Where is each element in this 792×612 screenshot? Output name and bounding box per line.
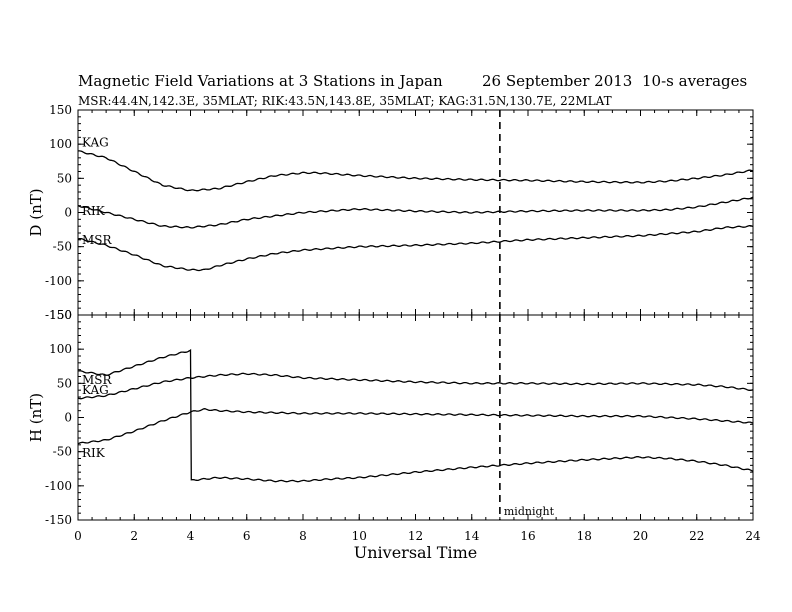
y-tick-label: 50 [57, 376, 72, 390]
series-label-H-MSR: MSR [82, 373, 113, 387]
y-tick-label: -100 [45, 479, 72, 493]
y-tick-label: 100 [49, 342, 72, 356]
x-tick-label: 22 [689, 529, 704, 543]
y-tick-label: 150 [49, 103, 72, 117]
series-line-D-RIK [77, 196, 754, 229]
series-label-D-MSR: MSR [82, 233, 113, 247]
station-coordinates: MSR:44.4N,142.3E, 35MLAT; RIK:43.5N,143.… [78, 94, 612, 108]
panel-frame-H [77, 314, 754, 521]
x-tick-label: 10 [352, 529, 367, 543]
y-tick-label: 50 [57, 171, 72, 185]
y-axis-label-D: D (nT) [27, 188, 45, 236]
series-label-D-RIK: RIK [82, 204, 106, 218]
y-tick-label: 0 [64, 206, 72, 220]
chart-title: Magnetic Field Variations at 3 Stations … [78, 72, 443, 90]
series-label-D-KAG: KAG [82, 135, 109, 149]
x-tick-label: 16 [520, 529, 535, 543]
series-label-H-KAG: KAG [82, 383, 109, 397]
series-label-H-RIK: RIK [82, 446, 106, 460]
y-tick-label: 100 [49, 137, 72, 151]
x-tick-label: 12 [408, 529, 423, 543]
y-tick-label: -150 [45, 308, 72, 322]
series-line-D-KAG [77, 150, 753, 192]
y-tick-label: -150 [45, 513, 72, 527]
panel-frame-D [77, 109, 754, 316]
x-tick-label: 18 [577, 529, 592, 543]
series-line-H-MSR [77, 348, 754, 483]
x-tick-label: 8 [299, 529, 307, 543]
series-line-H-RIK [77, 408, 754, 445]
x-tick-label: 24 [745, 529, 761, 543]
series-line-H-KAG [77, 372, 754, 400]
midnight-label: midnight [504, 505, 555, 518]
y-axis-label-H: H (nT) [27, 393, 45, 442]
y-tick-label: 150 [49, 308, 72, 322]
y-tick-label: 0 [64, 411, 72, 425]
chart-date: 26 September 2013 [482, 72, 633, 90]
y-tick-label: -50 [53, 240, 72, 254]
x-tick-label: 2 [130, 529, 138, 543]
x-axis-label: Universal Time [354, 543, 477, 562]
x-tick-label: 4 [187, 529, 195, 543]
x-tick-label: 14 [464, 529, 480, 543]
averaging-label: 10-s averages [642, 72, 748, 90]
x-tick-label: 0 [74, 529, 82, 543]
y-tick-label: -100 [45, 274, 72, 288]
x-tick-label: 6 [243, 529, 251, 543]
y-tick-label: -50 [53, 445, 72, 459]
series-line-D-MSR [78, 225, 754, 272]
x-tick-label: 20 [633, 529, 648, 543]
